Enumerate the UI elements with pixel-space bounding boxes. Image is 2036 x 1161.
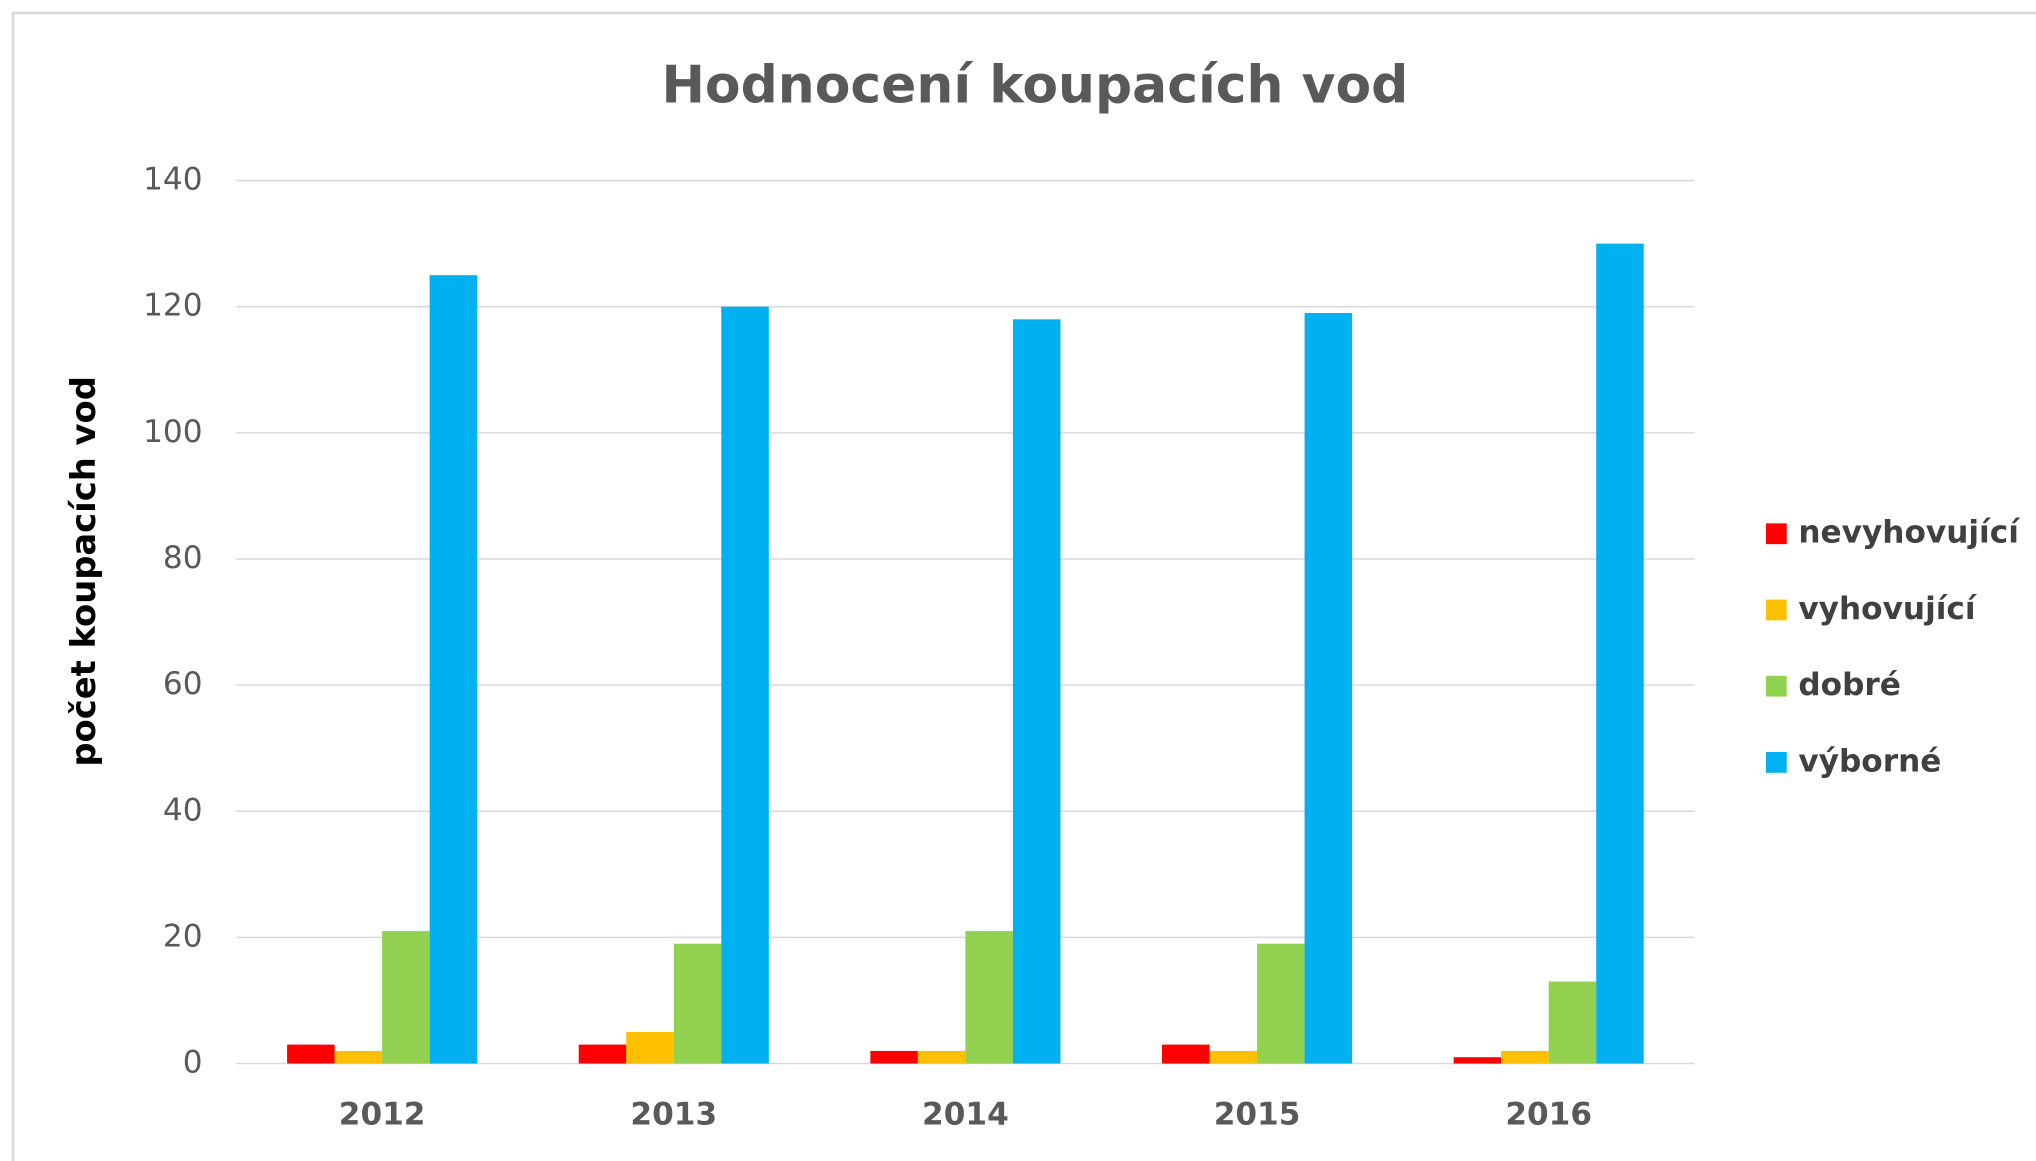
y-tick-label: 40 [163, 792, 203, 828]
bar [382, 931, 430, 1064]
x-tick-label: 2013 [630, 1096, 717, 1132]
y-axis-label: počet koupacích vod [64, 376, 103, 767]
legend-swatch [1765, 599, 1787, 621]
y-tick-label: 120 [143, 288, 202, 324]
bar [1304, 313, 1353, 1064]
bar [626, 1031, 674, 1064]
y-tick-label: 140 [143, 162, 202, 198]
bar [1012, 319, 1061, 1064]
y-tick-label: 100 [143, 414, 202, 450]
bar [1548, 981, 1597, 1064]
legend-label: dobré [1798, 667, 1901, 703]
bar [1501, 1050, 1549, 1064]
legend-label: výborné [1798, 743, 1941, 779]
y-tick-label: 20 [163, 918, 203, 954]
y-tick-label: 80 [163, 540, 203, 576]
legend-swatch [1765, 752, 1787, 773]
bar [1162, 1044, 1210, 1064]
y-tick-label: 0 [183, 1045, 203, 1081]
y-tick-label: 60 [163, 666, 203, 702]
x-tick-label: 2016 [1505, 1096, 1592, 1132]
bar [870, 1050, 918, 1064]
x-tick-label: 2012 [339, 1096, 426, 1132]
bar [578, 1044, 627, 1064]
x-tick-label: 2014 [922, 1096, 1009, 1132]
x-tick-label: 2015 [1214, 1096, 1301, 1132]
bar [287, 1044, 335, 1064]
bar [1453, 1057, 1502, 1064]
bar [917, 1050, 966, 1064]
bar [721, 306, 769, 1064]
legend-swatch [1765, 675, 1787, 697]
legend-label: vyhovující [1798, 591, 1978, 627]
bar [334, 1050, 383, 1064]
legend-swatch [1765, 523, 1787, 545]
bar [965, 931, 1013, 1064]
bar [1596, 243, 1644, 1064]
bar [1209, 1050, 1258, 1064]
bar [1257, 943, 1305, 1064]
bar [429, 275, 478, 1064]
chart-title: Hodnocení koupacích vod [661, 55, 1408, 115]
bar [673, 943, 722, 1064]
legend-label: nevyhovující [1798, 515, 2021, 551]
